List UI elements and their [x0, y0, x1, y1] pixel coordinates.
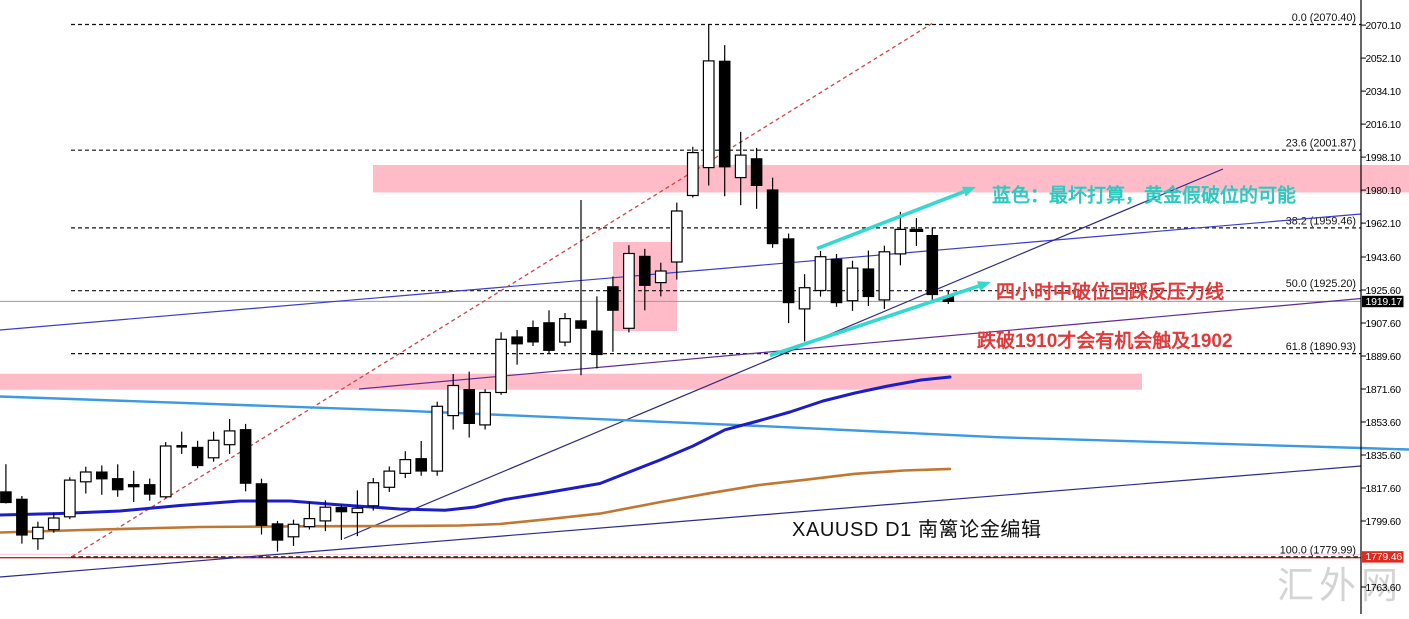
svg-text:2052.10: 2052.10	[1366, 54, 1402, 65]
svg-text:1779.46: 1779.46	[1366, 551, 1403, 563]
svg-text:2016.10: 2016.10	[1366, 120, 1402, 131]
svg-text:1763.60: 1763.60	[1366, 583, 1402, 594]
svg-text:汇外网: 汇外网	[1277, 566, 1403, 607]
svg-text:23.6 (2001.87): 23.6 (2001.87)	[1286, 138, 1356, 150]
svg-text:1835.60: 1835.60	[1366, 451, 1402, 462]
svg-text:1943.60: 1943.60	[1366, 253, 1402, 264]
svg-text:蓝色：最坏打算，黄金假破位的可能: 蓝色：最坏打算，黄金假破位的可能	[992, 184, 1296, 207]
svg-text:1980.10: 1980.10	[1366, 186, 1402, 197]
svg-text:1998.10: 1998.10	[1366, 153, 1402, 164]
svg-text:0.0 (2070.40): 0.0 (2070.40)	[1292, 12, 1356, 24]
svg-text:1817.60: 1817.60	[1366, 484, 1402, 495]
svg-text:2034.10: 2034.10	[1366, 87, 1402, 98]
svg-text:跌破1910才会有机会触及1902: 跌破1910才会有机会触及1902	[977, 329, 1233, 352]
svg-text:1799.60: 1799.60	[1366, 517, 1402, 528]
svg-text:1919.17: 1919.17	[1366, 296, 1403, 308]
svg-text:1889.60: 1889.60	[1366, 352, 1402, 363]
svg-text:1925.60: 1925.60	[1366, 286, 1402, 297]
svg-text:100.0 (1779.99): 100.0 (1779.99)	[1280, 545, 1356, 557]
svg-text:50.0 (1925.20): 50.0 (1925.20)	[1286, 278, 1356, 290]
svg-text:1907.60: 1907.60	[1366, 319, 1402, 330]
svg-text:1853.60: 1853.60	[1366, 418, 1402, 429]
svg-text:61.8 (1890.93): 61.8 (1890.93)	[1286, 341, 1356, 353]
svg-text:XAUUSD D1 南篱论金编辑: XAUUSD D1 南篱论金编辑	[792, 518, 1042, 541]
svg-text:1871.60: 1871.60	[1366, 385, 1402, 396]
svg-text:1962.10: 1962.10	[1366, 219, 1402, 230]
svg-text:2070.10: 2070.10	[1366, 21, 1402, 32]
svg-text:四小时中破位回踩反压力线: 四小时中破位回踩反压力线	[996, 280, 1224, 303]
